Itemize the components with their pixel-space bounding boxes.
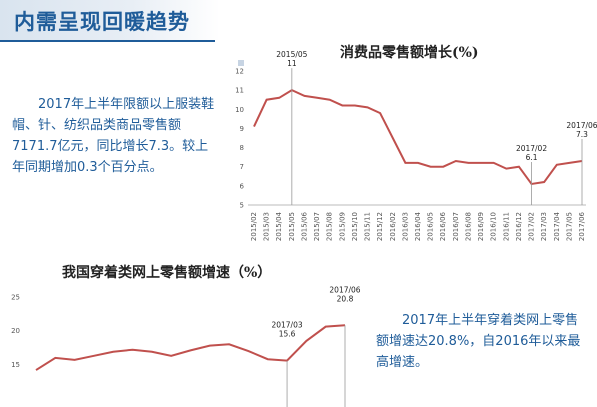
x-tick-label: 2016/04 [414,211,422,241]
x-tick-label: 2015/05 [288,212,296,241]
y-tick-label: 5 [240,202,244,210]
title-underline [0,40,215,42]
x-tick-label: 2015/12 [376,212,384,241]
annotation-value: 20.8 [337,294,354,303]
x-tick-label: 2016/12 [515,212,523,241]
annotation-date: 2017/06 [329,285,360,294]
x-tick-label: 2016/08 [464,212,472,241]
y-tick-label: 8 [240,144,244,152]
x-tick-label: 2016/06 [439,211,447,241]
y-tick-label: 15 [11,361,20,369]
x-tick-label: 2015/07 [313,212,321,241]
x-tick-label: 2015/08 [326,212,334,241]
y-tick-label: 20 [11,327,20,335]
decorative-block [238,60,244,66]
online-apparel-paragraph: 2017年上半年穿着类网上零售额增速达20.8%，自2016年以来最高增速。 [376,313,581,370]
x-tick-label: 2015/02 [250,212,258,241]
x-tick-label: 2015/04 [275,211,283,241]
chart2-title: 我国穿着类网上零售额增速（%） [62,265,272,281]
y-tick-label: 25 [11,293,20,301]
x-tick-label: 2016/02 [389,212,397,241]
x-tick-label: 2017/05 [565,212,573,241]
series-line [253,89,583,186]
x-tick-label: 2015/11 [364,212,372,241]
annotation-value: 7.3 [576,130,588,139]
x-tick-label: 2016/05 [427,212,435,241]
annotation-date: 2017/03 [271,321,302,330]
y-tick-label: 12 [235,68,244,76]
x-tick-label: 2016/11 [502,212,510,241]
x-tick-label: 2017/06 [578,211,586,241]
x-tick-label: 2015/10 [351,212,359,241]
x-tick-label: 2017/02 [528,212,536,241]
annotation-value: 15.6 [279,330,296,339]
header-bar [0,0,220,40]
x-tick-label: 2017/04 [553,211,561,241]
x-tick-label: 2015/09 [338,212,346,241]
annotation-value: 11 [287,59,297,68]
x-tick-label: 2016/07 [452,212,460,241]
y-tick-label: 11 [235,87,244,95]
chart1-title: 消费品零售额增长(%) [340,45,479,61]
page-title: 内需呈现回暖趋势 [14,9,190,34]
x-tick-label: 2016/03 [401,212,409,241]
annotation-value: 6.1 [526,153,538,162]
x-tick-label: 2015/03 [263,212,271,241]
y-tick-label: 6 [240,182,245,190]
y-tick-label: 10 [235,106,244,114]
x-tick-label: 2016/10 [490,212,498,241]
x-tick-label: 2017/03 [540,212,548,241]
annotation-date: 2015/05 [276,50,307,59]
annotation-date: 2017/06 [566,121,597,130]
annotation-date: 2017/02 [516,144,547,153]
y-tick-label: 7 [240,163,244,171]
consumer-goods-paragraph: 2017年上半年限额以上服装鞋帽、针、纺织品类商品零售额7171.7亿元，同比增… [12,97,215,175]
series-line [35,324,346,371]
x-tick-label: 2015/06 [300,211,308,241]
x-tick-label: 2016/09 [477,212,485,241]
y-tick-label: 9 [240,125,244,133]
